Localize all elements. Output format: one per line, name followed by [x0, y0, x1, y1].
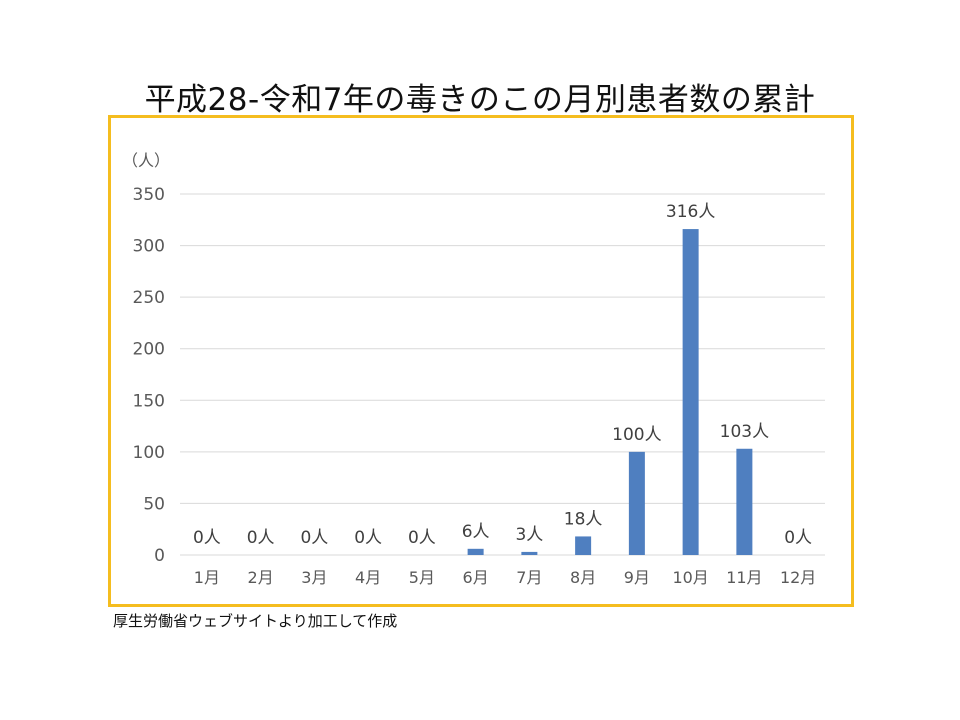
x-tick-label: 11月	[726, 568, 762, 587]
bars	[467, 229, 753, 555]
bar-9	[628, 451, 645, 555]
bar-8	[575, 536, 592, 555]
x-tick-label: 4月	[355, 568, 381, 587]
x-axis-ticks: 1月 2月 3月 4月 5月 6月 7月 8月 9月 10月 11月 12月	[194, 568, 817, 587]
data-label: 6人	[462, 522, 490, 542]
data-label: 0人	[193, 528, 221, 548]
x-tick-label: 3月	[301, 568, 327, 587]
y-tick-label: 250	[133, 288, 165, 308]
x-tick-label: 8月	[570, 568, 596, 587]
data-label: 316人	[666, 202, 715, 222]
y-tick-label: 0	[154, 546, 165, 566]
data-label: 0人	[408, 528, 436, 548]
x-tick-label: 2月	[248, 568, 274, 587]
y-tick-label: 200	[133, 340, 165, 360]
chart-frame	[108, 115, 854, 607]
x-tick-label: 6月	[463, 568, 489, 587]
bar-11	[736, 448, 753, 555]
data-label: 100人	[612, 425, 661, 445]
data-labels: 0人 0人 0人 0人 0人 6人 3人 18人 100人 316人 103人 0人	[193, 202, 812, 548]
x-tick-label: 1月	[194, 568, 220, 587]
gridlines	[180, 193, 825, 556]
bar-7	[521, 551, 538, 555]
y-axis-ticks: 0 50 100 150 200 250 300 350	[133, 185, 165, 566]
y-axis-unit-label: （人）	[122, 151, 170, 170]
source-note: 厚生労働省ウェブサイトより加工して作成	[113, 612, 398, 630]
x-tick-label: 7月	[516, 568, 542, 587]
chart-title: 平成28-令和7年の毒きのこの月別患者数の累計	[144, 82, 816, 118]
y-tick-label: 300	[133, 237, 165, 257]
data-label: 0人	[784, 528, 812, 548]
y-tick-label: 350	[133, 185, 165, 205]
data-label: 0人	[354, 528, 382, 548]
x-tick-label: 12月	[780, 568, 816, 587]
bar-10	[682, 229, 699, 555]
x-tick-label: 9月	[624, 568, 650, 587]
data-label: 3人	[515, 525, 543, 545]
y-tick-label: 100	[133, 443, 165, 463]
data-label: 0人	[300, 528, 328, 548]
data-label: 0人	[247, 528, 275, 548]
data-label: 18人	[564, 509, 603, 529]
x-tick-label: 5月	[409, 568, 435, 587]
y-tick-label: 50	[143, 494, 165, 514]
bar-6	[467, 548, 484, 555]
y-tick-label: 150	[133, 391, 165, 411]
x-tick-label: 10月	[672, 568, 708, 587]
data-label: 103人	[720, 422, 769, 442]
